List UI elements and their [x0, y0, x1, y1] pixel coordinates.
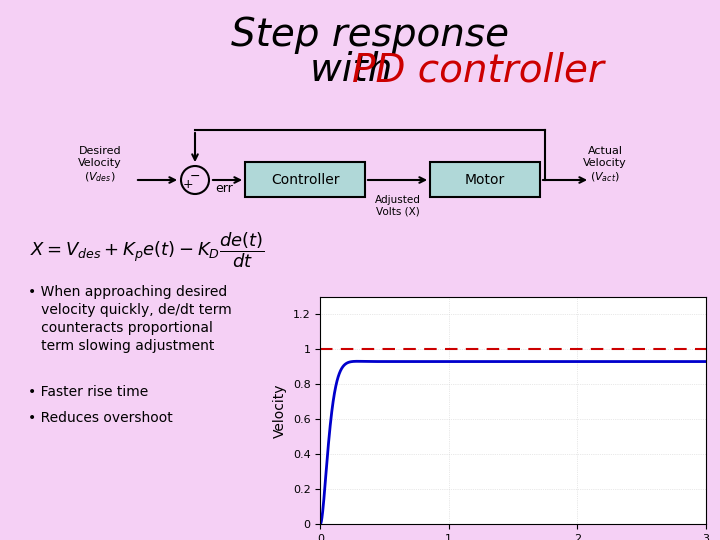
Text: Adjusted
Volts (X): Adjusted Volts (X) — [374, 195, 420, 217]
Text: Controller: Controller — [271, 173, 339, 187]
FancyBboxPatch shape — [430, 162, 540, 197]
Text: +: + — [183, 178, 194, 191]
Text: counteracts proportional: counteracts proportional — [28, 321, 213, 335]
Text: Actual
Velocity
$(V_{act})$: Actual Velocity $(V_{act})$ — [583, 146, 627, 184]
Text: Desired
Velocity
$(V_{des})$: Desired Velocity $(V_{des})$ — [78, 146, 122, 184]
Text: PD controller: PD controller — [352, 51, 604, 89]
Text: err: err — [215, 181, 233, 194]
Text: $X = V_{des} + K_p e(t) - K_D \dfrac{de(t)}{dt}$: $X = V_{des} + K_p e(t) - K_D \dfrac{de(… — [30, 230, 265, 270]
Y-axis label: Velocity: Velocity — [274, 383, 287, 437]
FancyBboxPatch shape — [245, 162, 365, 197]
Text: with: with — [310, 51, 405, 89]
Text: velocity quickly, de/dt term: velocity quickly, de/dt term — [28, 303, 232, 317]
Text: Motor: Motor — [465, 173, 505, 187]
Text: term slowing adjustment: term slowing adjustment — [28, 339, 215, 353]
Text: Step response: Step response — [231, 16, 509, 54]
Text: • When approaching desired: • When approaching desired — [28, 285, 228, 299]
Text: • Faster rise time: • Faster rise time — [28, 385, 148, 399]
Text: • Reduces overshoot: • Reduces overshoot — [28, 411, 173, 425]
Text: −: − — [190, 170, 200, 183]
